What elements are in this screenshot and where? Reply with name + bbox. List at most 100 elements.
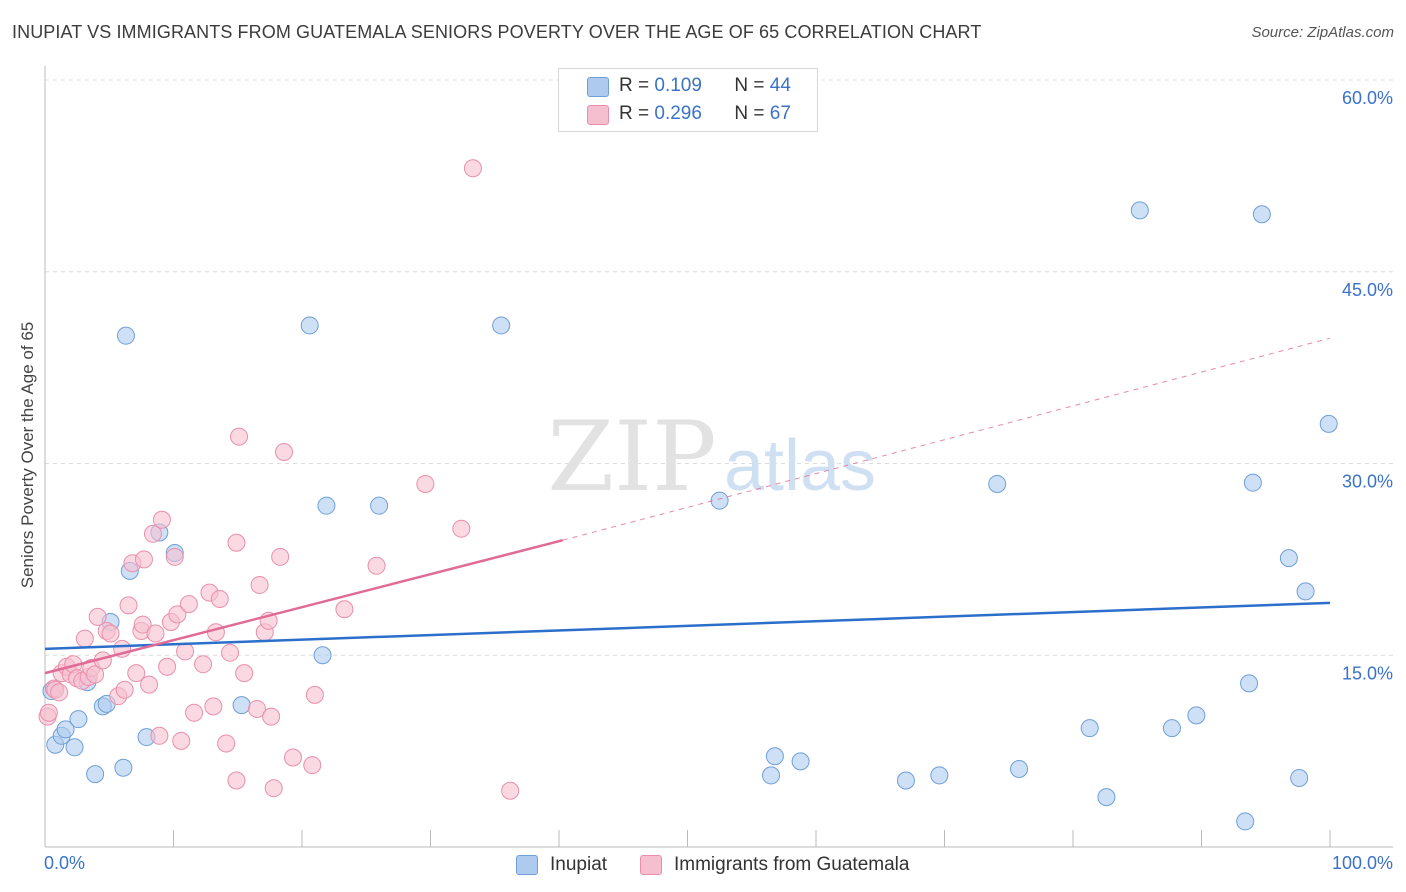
legend-row-guatemala: R = 0.296 N = 67 — [619, 101, 791, 127]
guatemala-point — [172, 731, 191, 750]
guatemala-point — [227, 771, 246, 790]
legend-label: Inupiat — [550, 854, 608, 875]
inupiat-point — [1080, 719, 1099, 738]
r-label: R = — [619, 103, 650, 124]
legend-label: Immigrants from Guatemala — [674, 854, 910, 875]
guatemala-point — [165, 547, 184, 566]
guatemala-point — [367, 556, 386, 575]
n-label: N = — [734, 75, 765, 96]
inupiat-point — [116, 326, 135, 345]
inupiat-point — [988, 474, 1007, 493]
guatemala-point — [227, 533, 246, 552]
guatemala-point — [452, 519, 471, 538]
inupiat-point — [317, 496, 336, 515]
guatemala-point — [50, 683, 69, 702]
guatemala-point — [262, 707, 281, 726]
inupiat-point — [930, 766, 949, 785]
guatemala-trend-line — [44, 538, 564, 675]
inupiat-point — [1236, 812, 1255, 831]
guatemala-trend-line-extension — [562, 337, 1331, 541]
inupiat-point — [1130, 201, 1149, 220]
guatemala-point — [501, 781, 520, 800]
inupiat-point — [69, 710, 88, 729]
trend-lines — [44, 337, 1331, 675]
chart-title: INUPIAT VS IMMIGRANTS FROM GUATEMALA SEN… — [12, 22, 982, 42]
legend-item-guatemala: Immigrants from Guatemala — [640, 851, 909, 879]
inupiat-point — [1162, 719, 1181, 738]
guatemala-point — [235, 664, 254, 683]
n-value: 67 — [769, 103, 791, 124]
guatemala-point — [168, 605, 187, 624]
inupiat-point — [1252, 205, 1271, 224]
guatemala-point — [204, 697, 223, 716]
guatemala-point — [210, 590, 229, 609]
inupiat-point — [1290, 768, 1309, 787]
inupiat-point — [313, 646, 332, 665]
inupiat-point — [1010, 760, 1029, 779]
inupiat-point — [765, 747, 784, 766]
guatemala-point — [158, 657, 177, 676]
guatemala-swatch — [587, 105, 609, 125]
guatemala-point — [248, 699, 267, 718]
inupiat-point — [1240, 674, 1259, 693]
guatemala-point — [152, 510, 171, 529]
guatemala-point — [115, 680, 134, 699]
guatemala-point — [179, 595, 198, 614]
guatemala-point — [75, 629, 94, 648]
y-tick-label: 30.0% — [1342, 472, 1393, 492]
source-credit: Source: ZipAtlas.com — [1251, 24, 1394, 41]
n-label: N = — [734, 103, 765, 124]
guatemala-point — [140, 675, 159, 694]
inupiat-point — [56, 720, 75, 739]
watermark: ZIP atlas — [547, 401, 876, 513]
y-tick-label: 15.0% — [1342, 663, 1393, 683]
inupiat-point — [1187, 706, 1206, 725]
guatemala-point — [134, 550, 153, 569]
guatemala-point — [133, 615, 152, 634]
guatemala-point — [271, 547, 290, 566]
inupiat-point — [1279, 549, 1298, 568]
watermark-zip: ZIP — [547, 401, 716, 513]
r-label: R = — [619, 75, 650, 96]
guatemala-point — [127, 664, 146, 683]
y-tick-label: 45.0% — [1342, 280, 1393, 300]
guatemala-point — [194, 655, 213, 674]
correlation-legend: R = 0.109 N = 44 R = 0.296 N = 67 — [558, 68, 818, 132]
guatemala-point — [221, 643, 240, 662]
r-value: 0.109 — [654, 75, 702, 96]
inupiat-point — [65, 738, 84, 757]
r-value: 0.296 — [654, 103, 702, 124]
axes — [44, 66, 1393, 848]
inupiat-point — [114, 758, 133, 777]
guatemala-point — [176, 642, 195, 661]
guatemala-point — [185, 703, 204, 722]
inupiat-point — [232, 696, 251, 715]
inupiat-point — [762, 766, 781, 785]
inupiat-point — [791, 752, 810, 771]
guatemala-point — [303, 756, 322, 775]
guatemala-point — [335, 600, 354, 619]
guatemala-point — [275, 442, 294, 461]
guatemala-point — [264, 779, 283, 798]
inupiat-trend-line — [44, 601, 1331, 651]
inupiat-point — [1243, 473, 1262, 492]
guatemala-point — [284, 748, 303, 767]
guatemala-point — [305, 685, 324, 704]
tick-labels: 15.0% 30.0% 45.0% 60.0% 0.0% 100.0% — [44, 88, 1393, 873]
gridlines — [45, 79, 1393, 656]
watermark-atlas: atlas — [724, 426, 876, 506]
guatemala-point — [146, 624, 165, 643]
guatemala-point — [250, 575, 269, 594]
guatemala-point — [101, 624, 120, 643]
guatemala-point — [39, 703, 58, 722]
guatemala-point — [88, 607, 107, 626]
guatemala-point — [143, 524, 162, 543]
inupiat-point — [86, 765, 105, 784]
inupiat-points — [42, 201, 1338, 831]
inupiat-point — [896, 771, 915, 790]
guatemala-point — [416, 474, 435, 493]
n-value: 44 — [769, 75, 791, 96]
guatemala-point — [206, 623, 225, 642]
guatemala-point — [86, 665, 105, 684]
